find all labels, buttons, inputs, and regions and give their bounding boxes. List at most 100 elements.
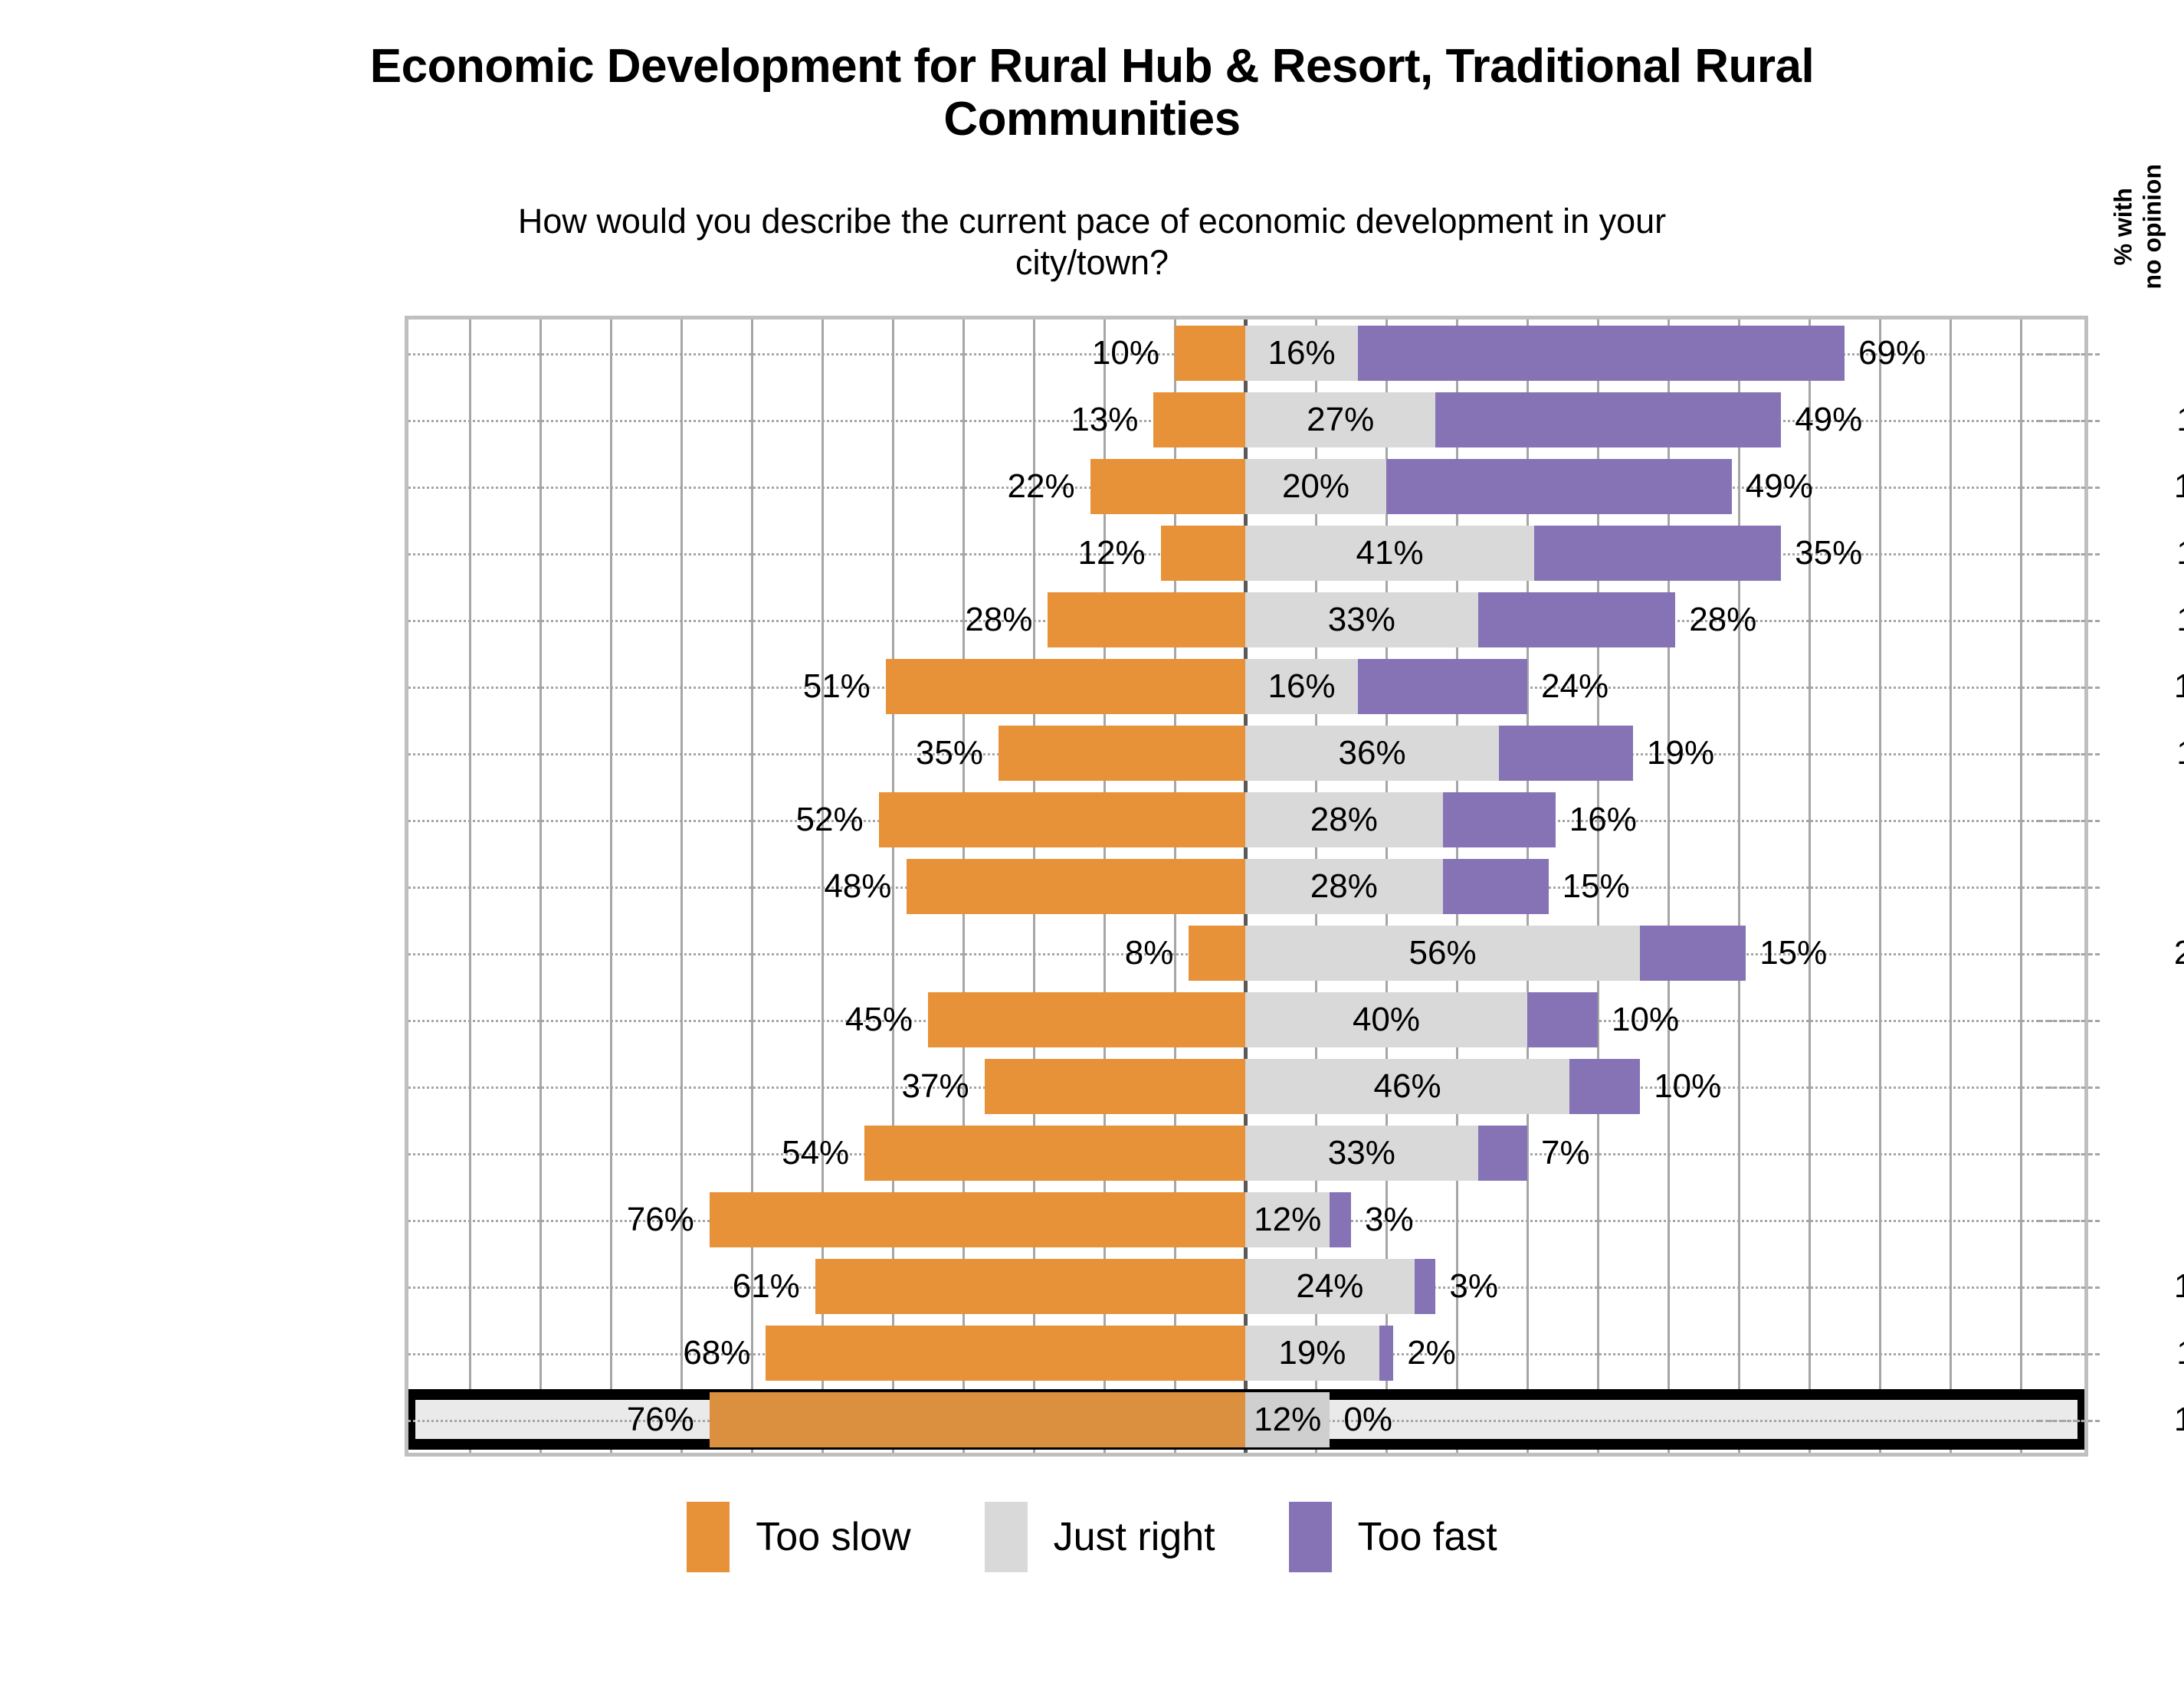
bar-segment-too-slow bbox=[815, 1258, 1245, 1314]
chart-row: Park City13%27%49% bbox=[408, 386, 2084, 453]
bar-segment-just-right bbox=[1245, 991, 1527, 1047]
bar-segment-just-right bbox=[1245, 658, 1359, 714]
bar-segment-just-right bbox=[1245, 725, 1500, 781]
value-label-too-fast: 2% bbox=[1407, 1333, 1456, 1372]
legend-label: Too slow bbox=[756, 1515, 911, 1559]
value-label-too-slow: 10% bbox=[1091, 333, 1159, 372]
value-label-too-slow: 76% bbox=[626, 1400, 694, 1438]
legend-item[interactable]: Too fast bbox=[1288, 1502, 1497, 1572]
no-opinion-value: 10% bbox=[2173, 667, 2184, 705]
value-label-too-slow: 37% bbox=[901, 1067, 969, 1105]
bar-segment-too-slow bbox=[709, 1391, 1245, 1447]
value-label-just-right: 40% bbox=[1352, 1000, 1421, 1038]
bar-segment-just-right bbox=[1245, 1325, 1379, 1381]
bar-segment-just-right bbox=[1245, 1058, 1570, 1114]
no-opinion-header-line1: % with bbox=[2109, 188, 2137, 266]
value-label-too-slow: 8% bbox=[1124, 933, 1174, 972]
no-opinion-value: 8% bbox=[2104, 1070, 2184, 1103]
bar-segment-too-slow bbox=[1090, 458, 1245, 514]
bar-segment-just-right bbox=[1245, 325, 1359, 381]
no-opinion-connector bbox=[2038, 486, 2100, 489]
no-opinion-connector bbox=[2038, 1286, 2100, 1289]
chart-row: Delta52%28%16% bbox=[408, 786, 2084, 853]
no-opinion-value: 11% bbox=[2104, 736, 2184, 770]
chart-row: Springdale10%16%69% bbox=[408, 320, 2084, 386]
value-label-too-slow: 68% bbox=[683, 1333, 751, 1372]
bar-segment-just-right bbox=[1245, 1125, 1478, 1181]
value-label-too-fast: 3% bbox=[1449, 1267, 1498, 1305]
chart-row: Emigration Canyon8%56%15% bbox=[408, 919, 2084, 986]
bar-segment-just-right bbox=[1245, 1258, 1415, 1314]
value-label-just-right: 19% bbox=[1278, 1333, 1346, 1372]
value-label-too-slow: 13% bbox=[1071, 400, 1139, 438]
bar-segment-too-fast bbox=[1477, 1125, 1527, 1181]
value-label-too-slow: 28% bbox=[965, 600, 1033, 638]
value-label-just-right: 12% bbox=[1254, 1400, 1322, 1438]
value-label-just-right: 36% bbox=[1338, 733, 1406, 772]
no-opinion-value: 5% bbox=[2104, 336, 2184, 370]
value-label-too-fast: 10% bbox=[1612, 1000, 1680, 1038]
value-label-too-fast: 0% bbox=[1343, 1400, 1392, 1438]
no-opinion-connector bbox=[2038, 619, 2100, 622]
bar-segment-too-slow bbox=[1048, 592, 1245, 647]
no-opinion-connector bbox=[2038, 552, 2100, 556]
value-label-too-fast: 49% bbox=[1795, 400, 1863, 438]
bar-segment-too-fast bbox=[1379, 1325, 1394, 1381]
value-label-too-fast: 19% bbox=[1647, 733, 1715, 772]
value-label-just-right: 24% bbox=[1296, 1267, 1364, 1305]
chart-row: La Verkin28%33%28% bbox=[408, 586, 2084, 653]
value-label-too-fast: 3% bbox=[1365, 1200, 1414, 1238]
chart-legend: Too slow Just right Too fast bbox=[0, 1502, 2184, 1572]
no-opinion-connector bbox=[2038, 1086, 2100, 1089]
bar-segment-too-fast bbox=[1442, 792, 1556, 847]
no-opinion-value: 22% bbox=[2173, 933, 2184, 972]
bar-segment-too-fast bbox=[1358, 658, 1527, 714]
plot-inner: Springdale10%16%69%Park City13%27%49%Heb… bbox=[408, 320, 2084, 1453]
bar-segment-too-slow bbox=[1189, 925, 1245, 981]
no-opinion-connector bbox=[2038, 419, 2100, 422]
chart-row: Bluff37%46%10% bbox=[408, 1053, 2084, 1119]
value-label-too-fast: 16% bbox=[1569, 800, 1637, 838]
bar-segment-too-slow bbox=[907, 858, 1245, 914]
no-opinion-connector bbox=[2038, 1419, 2100, 1422]
bar-segment-just-right bbox=[1245, 1391, 1330, 1447]
chart-row: Price76%12%3% bbox=[408, 1186, 2084, 1253]
bar-segment-too-fast bbox=[1499, 725, 1633, 781]
no-opinion-value: 6% bbox=[2104, 1136, 2184, 1170]
legend-item[interactable]: Too slow bbox=[687, 1502, 911, 1572]
value-label-just-right: 12% bbox=[1254, 1200, 1322, 1238]
no-opinion-connector bbox=[2038, 752, 2100, 755]
value-label-too-fast: 35% bbox=[1795, 533, 1863, 572]
legend-swatch-icon bbox=[1288, 1502, 1332, 1572]
no-opinion-value: 10% bbox=[2173, 467, 2184, 505]
bar-segment-just-right bbox=[1245, 592, 1478, 647]
value-label-just-right: 16% bbox=[1267, 667, 1336, 705]
bar-segment-too-slow bbox=[984, 1058, 1245, 1114]
value-label-too-fast: 69% bbox=[1858, 333, 1927, 372]
bar-segment-too-fast bbox=[1569, 1058, 1641, 1114]
value-label-just-right: 20% bbox=[1281, 467, 1350, 505]
value-label-too-slow: 35% bbox=[915, 733, 983, 772]
no-opinion-connector bbox=[2038, 1152, 2100, 1155]
value-label-just-right: 56% bbox=[1408, 933, 1477, 972]
bar-segment-too-slow bbox=[885, 658, 1245, 714]
bar-segment-too-fast bbox=[1386, 458, 1732, 514]
bar-segment-too-fast bbox=[1534, 525, 1782, 581]
chart-row: Nephi35%36%19% bbox=[408, 719, 2084, 786]
bar-segment-just-right bbox=[1245, 1191, 1330, 1247]
no-opinion-value: 11% bbox=[2104, 402, 2184, 437]
value-label-just-right: 41% bbox=[1356, 533, 1424, 572]
value-label-just-right: 46% bbox=[1373, 1067, 1441, 1105]
no-opinion-connector bbox=[2038, 1019, 2100, 1022]
legend-label: Just right bbox=[1053, 1515, 1215, 1559]
no-opinion-value: 11% bbox=[2104, 602, 2184, 637]
legend-item[interactable]: Just right bbox=[984, 1502, 1215, 1572]
bar-segment-too-slow bbox=[928, 991, 1245, 1047]
no-opinion-value: 11% bbox=[2104, 536, 2184, 570]
plot-area: Springdale10%16%69%Park City13%27%49%Heb… bbox=[405, 316, 2088, 1457]
no-opinion-connector bbox=[2038, 952, 2100, 955]
no-opinion-connector bbox=[2038, 886, 2100, 889]
legend-swatch-icon bbox=[687, 1502, 730, 1572]
value-label-too-fast: 49% bbox=[1745, 467, 1813, 505]
value-label-too-fast: 7% bbox=[1541, 1133, 1590, 1172]
